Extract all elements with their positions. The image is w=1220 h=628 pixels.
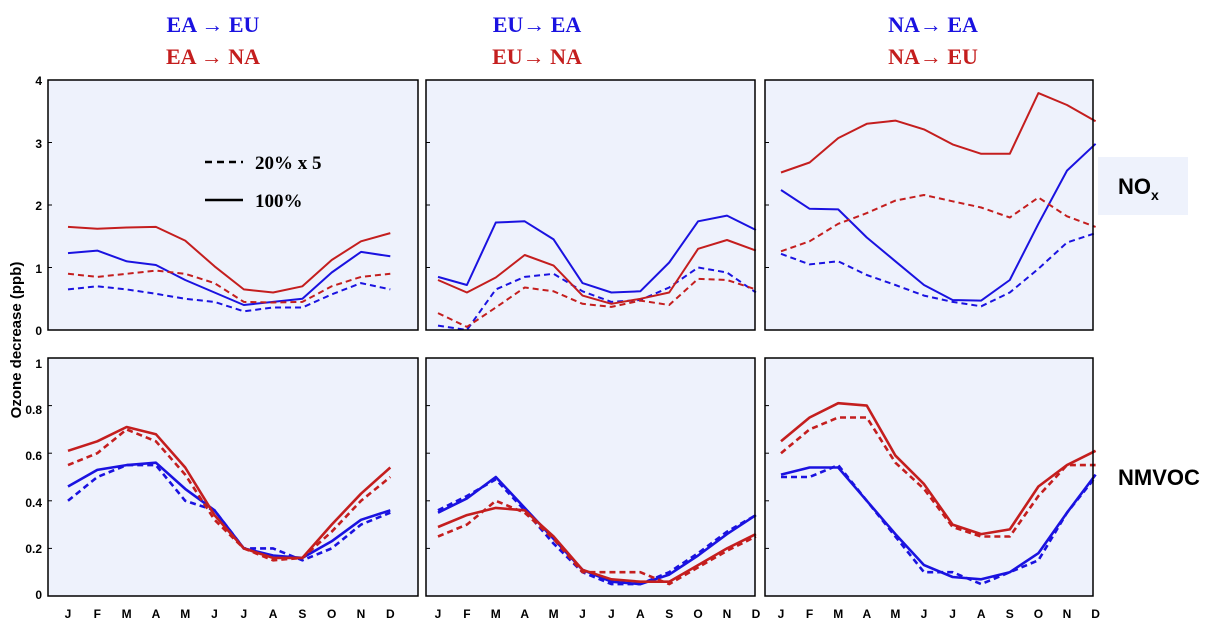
panel-background bbox=[426, 358, 755, 596]
row-label-nox: NOx bbox=[1118, 174, 1159, 203]
panel-background bbox=[765, 80, 1093, 330]
column-title-1-line-1: EA → EU bbox=[167, 12, 260, 37]
month-label: A bbox=[152, 607, 161, 621]
legend: 20% x 5 100% bbox=[205, 153, 322, 212]
month-label: M bbox=[549, 607, 559, 621]
series-line-red-dashed bbox=[780, 416, 1096, 538]
column-title-2-line-1: EU→ EA bbox=[493, 12, 582, 37]
bottom-tick-label: 0 bbox=[35, 588, 42, 602]
month-label: M bbox=[122, 607, 132, 621]
series-line-red-solid bbox=[67, 425, 392, 560]
month-label: D bbox=[752, 607, 761, 621]
column-title-3-line-1: NA→ EA bbox=[888, 12, 978, 37]
month-label: N bbox=[357, 607, 366, 621]
top-tick-label: 0 bbox=[35, 324, 42, 338]
month-label: J bbox=[949, 607, 956, 621]
bottom-y-ticks: 0 0.2 0.4 0.6 0.8 1 bbox=[25, 357, 42, 602]
month-label: D bbox=[1091, 607, 1100, 621]
top-tick-label: 4 bbox=[35, 74, 42, 88]
bottom-tick-label: 0.4 bbox=[25, 496, 42, 510]
series-line-blue-dashed bbox=[67, 463, 391, 562]
month-label: F bbox=[94, 607, 101, 621]
panel-frame bbox=[425, 357, 756, 597]
column-title-1-line-2: EA → NA bbox=[166, 44, 260, 69]
month-label: A bbox=[269, 607, 278, 621]
bottom-tick-label: 1 bbox=[35, 357, 42, 371]
series-line-blue-solid bbox=[67, 249, 391, 306]
bottom-tick-label: 0.2 bbox=[25, 542, 42, 556]
nox-label-background bbox=[1098, 157, 1188, 215]
top-tick-label: 2 bbox=[35, 199, 42, 213]
month-label: J bbox=[579, 607, 586, 621]
month-label: J bbox=[608, 607, 615, 621]
month-label: N bbox=[1063, 607, 1072, 621]
month-label: J bbox=[240, 607, 247, 621]
series-line-red-dashed bbox=[780, 194, 1096, 253]
column-titles: EA → EU EA → NA EU→ EA EU→ NA NA→ EA NA→… bbox=[166, 12, 978, 69]
month-label: A bbox=[862, 607, 871, 621]
series-line-blue-dashed bbox=[437, 478, 757, 586]
month-label: J bbox=[435, 607, 442, 621]
top-tick-label: 3 bbox=[35, 137, 42, 151]
month-label: M bbox=[833, 607, 843, 621]
month-label: J bbox=[65, 607, 72, 621]
month-label: M bbox=[890, 607, 900, 621]
month-label: S bbox=[1006, 607, 1014, 621]
month-label: S bbox=[665, 607, 673, 621]
top-y-ticks: 0 1 2 3 4 bbox=[35, 74, 42, 338]
bottom-tick-label: 0.6 bbox=[25, 449, 42, 463]
month-label: J bbox=[211, 607, 218, 621]
panel-background bbox=[426, 80, 755, 330]
series-line-red-dashed bbox=[437, 499, 757, 586]
panel-frame bbox=[425, 79, 756, 331]
series-line-red-solid bbox=[67, 225, 391, 294]
panel-frame bbox=[47, 357, 419, 597]
series-line-red-solid bbox=[780, 401, 1097, 536]
panel-background bbox=[48, 80, 418, 330]
column-title-3-line-2: NA→ EU bbox=[888, 44, 978, 69]
panel-frame bbox=[47, 79, 419, 331]
series-line-blue-dashed bbox=[780, 232, 1096, 308]
month-label: O bbox=[693, 607, 702, 621]
month-label: F bbox=[806, 607, 813, 621]
legend-solid-label: 100% bbox=[255, 191, 303, 212]
month-label: O bbox=[327, 607, 336, 621]
row-label-nmvoc: NMVOC bbox=[1118, 465, 1200, 490]
month-label: F bbox=[463, 607, 470, 621]
series-line-blue-solid bbox=[437, 214, 757, 294]
series-line-red-dashed bbox=[67, 428, 392, 562]
bottom-tick-label: 0.8 bbox=[25, 403, 42, 417]
panel-background bbox=[765, 358, 1093, 596]
series-line-blue-dashed bbox=[781, 463, 1097, 586]
top-tick-label: 1 bbox=[35, 262, 42, 276]
month-label: A bbox=[977, 607, 986, 621]
month-label: M bbox=[491, 607, 501, 621]
series-line-red-dashed bbox=[437, 277, 757, 328]
panel-frame bbox=[764, 79, 1094, 331]
month-label: N bbox=[723, 607, 732, 621]
column-title-2-line-2: EU→ NA bbox=[492, 44, 582, 69]
month-label: A bbox=[520, 607, 529, 621]
series-line-blue-dashed bbox=[437, 266, 757, 331]
month-label: J bbox=[778, 607, 785, 621]
month-label: O bbox=[1034, 607, 1043, 621]
series-line-red-solid bbox=[437, 239, 757, 305]
month-label: M bbox=[180, 607, 190, 621]
series-line-red-solid bbox=[780, 92, 1097, 174]
series-line-red-solid bbox=[437, 506, 757, 584]
y-axis-label: Ozone decrease (ppb) bbox=[8, 262, 25, 419]
month-label: J bbox=[921, 607, 928, 621]
panel-frame bbox=[764, 357, 1094, 597]
month-label: A bbox=[636, 607, 645, 621]
month-label: S bbox=[298, 607, 306, 621]
panel-background bbox=[48, 358, 418, 596]
series-line-red-dashed bbox=[67, 269, 391, 304]
series-line-blue-solid bbox=[780, 143, 1097, 302]
series-line-blue-dashed bbox=[67, 282, 391, 313]
month-label: D bbox=[386, 607, 395, 621]
legend-dashed-label: 20% x 5 bbox=[255, 153, 322, 174]
